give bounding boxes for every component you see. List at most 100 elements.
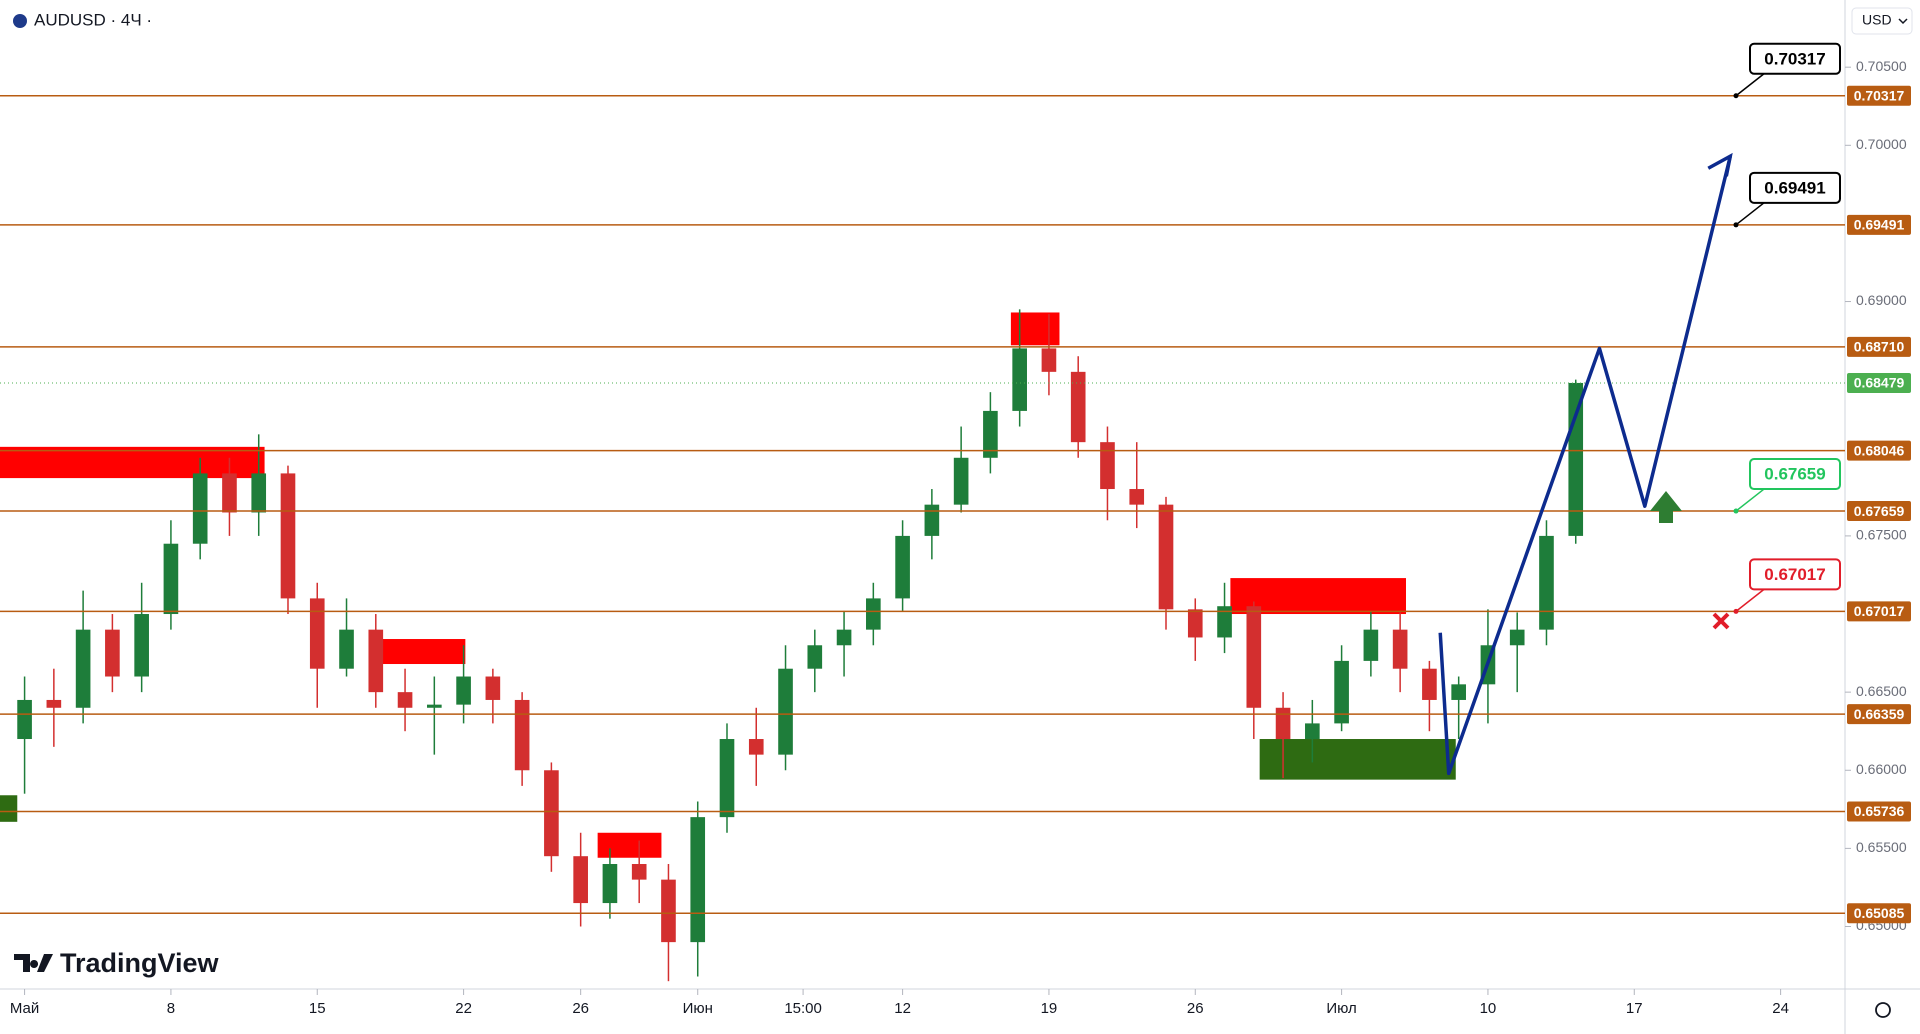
level-badge <box>1847 601 1911 622</box>
x-tick-label: 15 <box>309 1000 326 1017</box>
candle-body <box>1305 723 1320 740</box>
candle-body <box>661 879 676 943</box>
candle-body <box>1129 489 1145 505</box>
candle-body <box>748 739 764 755</box>
candle-body <box>866 598 881 630</box>
callout-anchor <box>1733 93 1739 99</box>
candle-body <box>1392 629 1408 669</box>
candle-body <box>1217 606 1232 638</box>
level-label: 0.67017 <box>1854 603 1905 619</box>
x-tick-label: 26 <box>1187 1000 1204 1017</box>
candle-body <box>573 856 588 904</box>
x-tick-label: 22 <box>455 1000 472 1017</box>
zone <box>1010 312 1060 346</box>
symbol[interactable]: AUDUSD · 4Ч · <box>34 10 152 29</box>
projection-arrowhead <box>1707 152 1733 177</box>
candle-body <box>1158 504 1174 610</box>
y-tick-label: 0.70500 <box>1856 58 1907 74</box>
dropdown-caret <box>1898 18 1908 25</box>
candle-body <box>1422 668 1437 700</box>
settings-icon[interactable] <box>1875 1002 1891 1018</box>
currency-button[interactable] <box>1851 7 1913 35</box>
candle-body <box>339 629 354 669</box>
candle-body <box>1334 660 1349 724</box>
candle-body <box>895 535 910 599</box>
projection-line <box>1438 155 1732 776</box>
zone <box>597 832 662 858</box>
logo-mark <box>14 954 53 972</box>
x-tick-label: Май <box>10 1000 39 1017</box>
last-price-label: 0.68479 <box>1854 375 1905 391</box>
level-label: 0.66359 <box>1854 706 1905 722</box>
level-badge <box>1847 801 1911 822</box>
candle-body <box>163 543 179 615</box>
candle-body <box>280 473 296 599</box>
x-tick-label: Июл <box>1326 1000 1356 1017</box>
callout-pointer <box>1735 488 1765 512</box>
candle-body <box>1246 606 1262 708</box>
candle-body <box>192 473 208 544</box>
level-label: 0.65736 <box>1854 803 1905 819</box>
zone <box>377 639 466 665</box>
x-tick-label: 12 <box>894 1000 911 1017</box>
level-badge <box>1847 704 1911 725</box>
callout-box <box>1749 558 1841 591</box>
x-tick-label: 8 <box>167 1000 175 1017</box>
candle-body <box>1363 629 1379 661</box>
y-tick-label: 0.70000 <box>1856 136 1907 152</box>
candle-body <box>924 504 940 536</box>
level-label: 0.68046 <box>1854 442 1905 458</box>
candle-body <box>222 473 237 513</box>
x-tick-label: 19 <box>1041 1000 1058 1017</box>
x-tick-label: 26 <box>572 1000 589 1017</box>
y-tick-label: 0.65500 <box>1856 839 1907 855</box>
zone <box>0 795 18 822</box>
candle-body <box>427 704 442 708</box>
currency[interactable]: USD <box>1862 12 1892 28</box>
candle-body <box>1451 684 1466 700</box>
candle-body <box>75 629 91 708</box>
level-badge <box>1847 440 1911 461</box>
zone <box>1259 739 1456 780</box>
x-tick-label: 24 <box>1772 1000 1789 1017</box>
level-label: 0.67659 <box>1854 503 1905 519</box>
candle-body <box>46 699 62 708</box>
candle-body <box>836 629 852 646</box>
candle-body <box>1509 629 1525 646</box>
candle-body <box>544 770 559 857</box>
y-tick-label: 0.69000 <box>1856 292 1907 308</box>
candle-body <box>397 692 413 708</box>
level-label: 0.68710 <box>1854 339 1905 355</box>
callout-pointer <box>1735 73 1765 97</box>
plot-area: 0.70317 0.69491 0.67659 0.67017 <box>0 42 1845 982</box>
candle-body <box>17 699 32 740</box>
candle-body <box>1187 609 1203 638</box>
cross-icon <box>1712 612 1730 630</box>
candle-body <box>1275 707 1291 740</box>
flag-icon <box>13 14 27 28</box>
level-label: 0.70317 <box>1854 87 1905 103</box>
candle-body <box>1539 535 1554 630</box>
level-label: 0.65085 <box>1854 905 1905 921</box>
candle-body <box>309 598 325 669</box>
candle-body <box>983 410 998 458</box>
candle-body <box>1070 371 1086 443</box>
candle-body <box>251 473 267 513</box>
callout-label: 0.69491 <box>1764 178 1825 197</box>
candle-body <box>719 739 735 818</box>
candle-body <box>807 645 823 669</box>
callout-box <box>1749 171 1841 204</box>
callout-label: 0.67659 <box>1764 465 1825 484</box>
x-tick-label: Июн <box>683 1000 713 1017</box>
y-tick-label: 0.67500 <box>1856 527 1907 543</box>
candle-body <box>105 629 120 677</box>
y-tick-label: 0.66500 <box>1856 683 1907 699</box>
candle-body <box>778 668 793 755</box>
callout-anchor <box>1733 508 1739 514</box>
level-label: 0.69491 <box>1854 217 1905 233</box>
level-badge <box>1847 85 1911 106</box>
callout-label: 0.67017 <box>1764 565 1825 584</box>
candle-body <box>631 864 647 880</box>
